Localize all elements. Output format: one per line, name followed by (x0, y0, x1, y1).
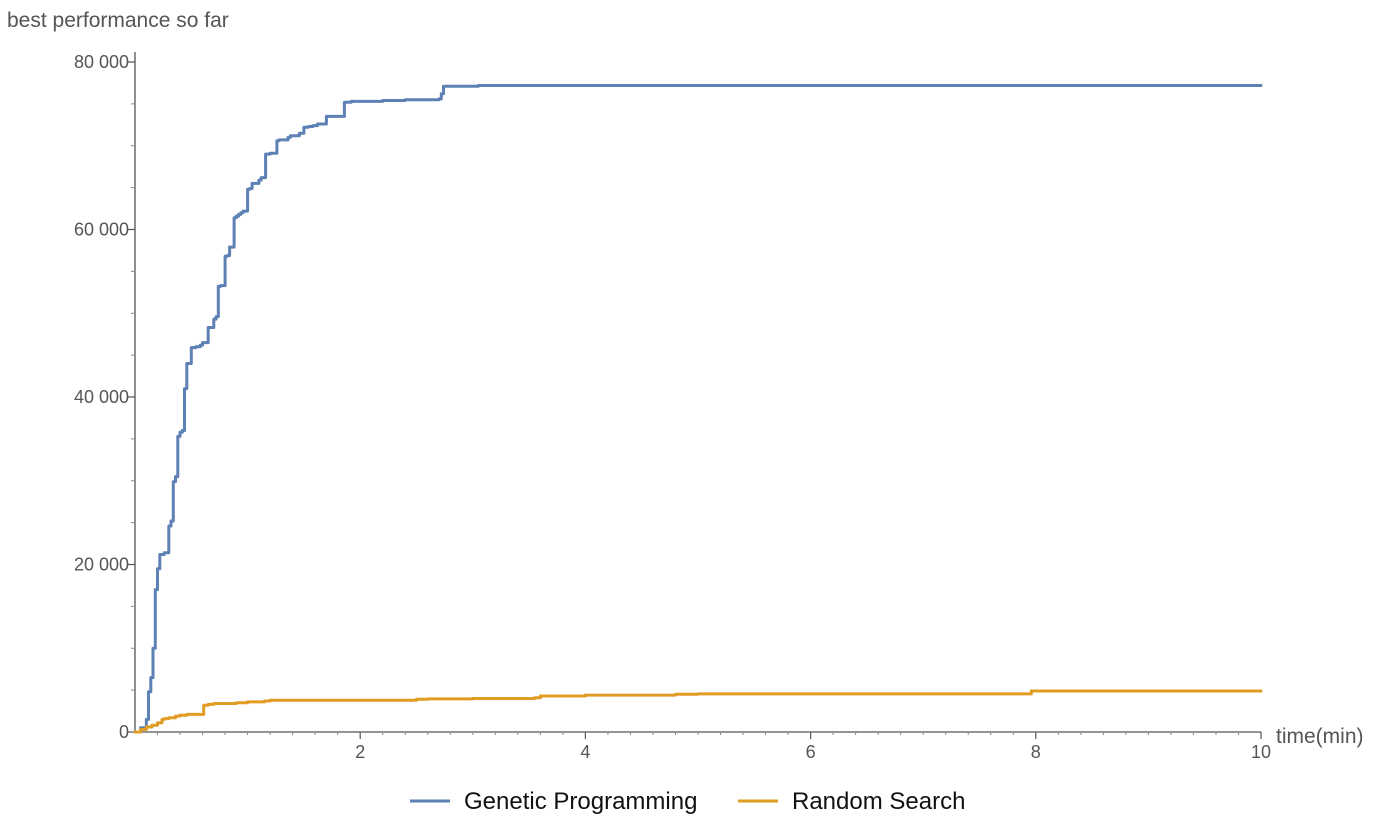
axes (127, 52, 1262, 739)
x-tick-label: 8 (1031, 742, 1041, 762)
y-tick-label: 20 000 (74, 555, 129, 575)
major-ticks (127, 61, 1262, 739)
x-tick-label: 2 (355, 742, 365, 762)
legend: Genetic Programming Random Search (410, 788, 965, 815)
minor-ticks (131, 103, 1239, 735)
y-tick-label: 0 (119, 722, 129, 742)
x-axis-title: time(min) (1276, 725, 1364, 748)
legend-label-genetic-programming: Genetic Programming (464, 788, 697, 815)
series-layer (133, 84, 1263, 734)
y-tick-label: 40 000 (74, 387, 129, 407)
tick-labels: 2 4 6 8 10 0 20 000 40 000 60 000 80 000 (74, 52, 1271, 762)
x-tick-label: 6 (806, 742, 816, 762)
series-line-genetic-programming (133, 84, 1263, 734)
y-axis-title: best performance so far (7, 9, 229, 32)
x-tick-label: 4 (580, 742, 590, 762)
y-tick-label: 60 000 (74, 220, 129, 240)
y-tick-label: 80 000 (74, 52, 129, 72)
series-line-random-search (133, 689, 1263, 734)
legend-label-random-search: Random Search (792, 788, 965, 815)
x-tick-label: 10 (1251, 742, 1271, 762)
